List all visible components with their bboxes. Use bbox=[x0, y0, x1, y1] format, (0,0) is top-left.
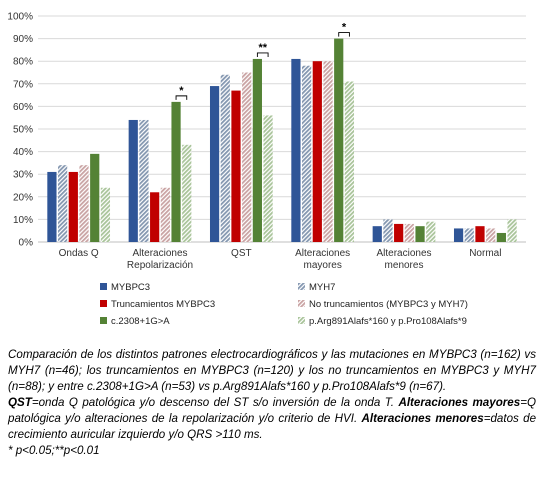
bar bbox=[128, 119, 138, 242]
y-tick-label: 10% bbox=[13, 215, 33, 226]
bar-chart: 0% 10% 20% 30% 40% 50% 60% 70% 80% 90% 100% Ondas Q… bbox=[7, 12, 526, 327]
bars bbox=[47, 38, 517, 243]
x-tick-label: Alteraciones mayores bbox=[295, 248, 350, 271]
bar bbox=[160, 187, 170, 242]
x-tick-label: QST bbox=[231, 248, 252, 259]
bar bbox=[302, 65, 312, 242]
y-tick-label: 80% bbox=[13, 57, 33, 68]
legend-item: MYH7 bbox=[298, 282, 335, 293]
legend-item: MYBPC3 bbox=[100, 282, 150, 293]
bar bbox=[475, 226, 485, 242]
x-tick-label: Alteraciones Repolarización bbox=[127, 248, 193, 271]
significance-bracket bbox=[256, 52, 269, 57]
bar bbox=[426, 221, 436, 242]
legend-swatch bbox=[100, 283, 107, 290]
bar bbox=[453, 228, 464, 242]
legend-swatch bbox=[100, 300, 107, 307]
bar bbox=[242, 72, 252, 242]
bar bbox=[394, 223, 404, 242]
figure-caption: Comparación de los distintos patrones el… bbox=[8, 347, 536, 459]
significance-label: * bbox=[342, 22, 347, 34]
legend-item: No truncamientos (MYBPC3 y MYH7) bbox=[298, 299, 468, 310]
bar bbox=[291, 58, 301, 242]
caption-footnote: * p<0.05;**p<0.01 bbox=[8, 444, 100, 457]
bar bbox=[312, 61, 322, 243]
y-tick-label: 70% bbox=[13, 79, 33, 90]
legend-item: p.Arg891Alafs*160 y p.Pro108Alafs*9 bbox=[298, 316, 467, 327]
bar bbox=[209, 86, 220, 242]
legend-swatch bbox=[100, 317, 107, 324]
bar bbox=[372, 226, 382, 242]
mayores-definition: =Q patológica y/o alteraciones de la rep… bbox=[8, 396, 536, 425]
legend-swatch bbox=[298, 300, 305, 307]
y-tick-label: 60% bbox=[13, 102, 33, 113]
legend-label: p.Arg891Alafs*160 y p.Pro108Alafs*9 bbox=[309, 316, 467, 327]
significance-bracket bbox=[338, 32, 350, 37]
y-tick-label: 90% bbox=[13, 34, 33, 45]
bar bbox=[323, 61, 333, 243]
bar bbox=[464, 228, 474, 242]
bar bbox=[383, 219, 393, 242]
caption-description: Comparación de los distintos patrones el… bbox=[8, 348, 536, 393]
bar bbox=[404, 223, 414, 242]
legend-swatch bbox=[298, 283, 305, 290]
y-tick-label: 30% bbox=[13, 170, 33, 181]
bar bbox=[263, 115, 273, 242]
bar bbox=[334, 38, 344, 242]
qst-definition: =onda Q patológica y/o descenso del ST s… bbox=[31, 396, 399, 409]
bar bbox=[68, 171, 78, 242]
legend-item: Truncamientos MYBPC3 bbox=[100, 299, 215, 310]
bar bbox=[344, 81, 355, 242]
axis-labels: 0% 10% 20% 30% 40% 50% 60% 70% 80% 90% 100% Ondas Q… bbox=[7, 12, 501, 272]
legend-item: c.2308+1G>A bbox=[100, 316, 170, 327]
x-tick-label: Normal bbox=[469, 248, 501, 259]
x-tick-label: Alteraciones menores bbox=[376, 248, 431, 271]
bar bbox=[486, 228, 496, 242]
legend-label: MYH7 bbox=[309, 282, 335, 293]
bar bbox=[507, 219, 517, 242]
significance-label: ** bbox=[258, 42, 267, 54]
y-tick-label: 50% bbox=[13, 125, 33, 136]
significance-label: * bbox=[179, 85, 184, 97]
grid-lines bbox=[38, 15, 526, 243]
bar bbox=[139, 119, 149, 242]
bar bbox=[220, 74, 230, 242]
bar bbox=[90, 153, 100, 242]
bar bbox=[47, 171, 57, 242]
significance-markers: **** bbox=[175, 22, 350, 100]
bar bbox=[496, 232, 506, 242]
legend-label: Truncamientos MYBPC3 bbox=[111, 299, 215, 310]
bar bbox=[252, 58, 262, 242]
qst-term: QST bbox=[8, 396, 32, 409]
bar bbox=[415, 226, 425, 242]
legend-label: c.2308+1G>A bbox=[111, 316, 170, 327]
bar bbox=[79, 165, 89, 242]
legend-swatch bbox=[298, 317, 305, 324]
y-tick-label: 0% bbox=[19, 238, 34, 249]
significance-bracket bbox=[175, 95, 188, 100]
caption-definitions: QST=onda Q patológica y/o descenso del S… bbox=[8, 395, 536, 443]
bar bbox=[182, 144, 192, 242]
y-tick-label: 40% bbox=[13, 147, 33, 158]
legend: MYBPC3 MYH7 Truncamientos MYBPC3 No truncam… bbox=[100, 282, 468, 327]
menores-term: Alteraciones menores bbox=[361, 412, 484, 425]
bar bbox=[58, 165, 68, 242]
legend-label: MYBPC3 bbox=[111, 282, 150, 293]
bar bbox=[100, 187, 111, 242]
x-tick-label: Ondas Q bbox=[59, 248, 99, 259]
menores-definition: =datos de crecimiento auricular izquierd… bbox=[8, 412, 537, 441]
y-tick-label: 20% bbox=[13, 192, 33, 203]
bar bbox=[171, 101, 181, 242]
legend-label: No truncamientos (MYBPC3 y MYH7) bbox=[309, 299, 468, 310]
bar bbox=[231, 90, 241, 242]
bar bbox=[150, 192, 160, 242]
mayores-term: Alteraciones mayores bbox=[398, 396, 521, 409]
y-tick-label: 100% bbox=[7, 12, 33, 23]
